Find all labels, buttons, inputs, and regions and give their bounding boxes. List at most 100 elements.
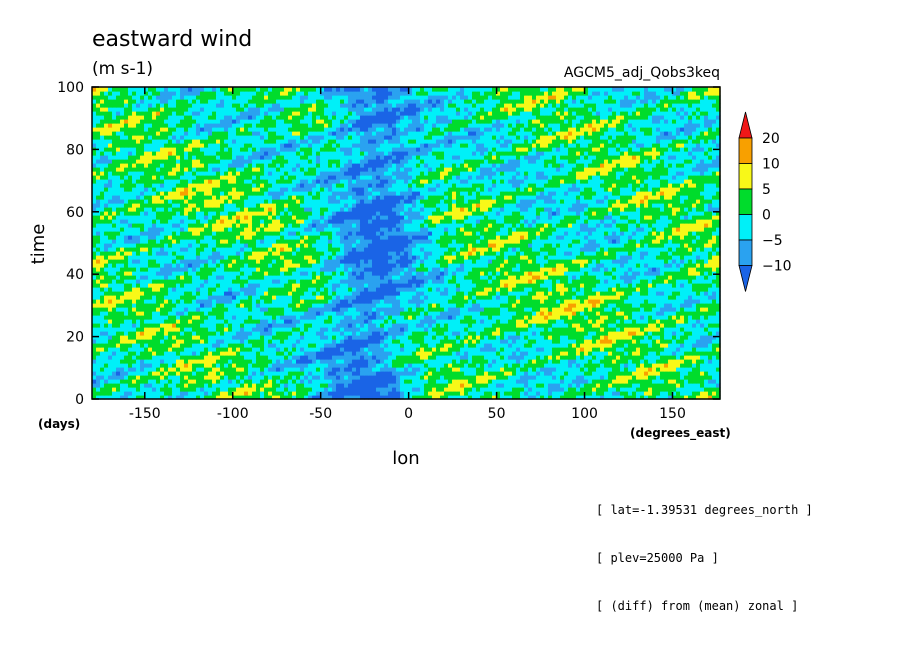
- heatmap-cell: [448, 375, 453, 380]
- heatmap-cell: [148, 351, 153, 356]
- heatmap-cell: [624, 363, 629, 368]
- heatmap-cell: [224, 375, 229, 380]
- heatmap-cell: [688, 299, 693, 304]
- heatmap-cell: [520, 291, 525, 296]
- heatmap-cell: [420, 359, 425, 364]
- heatmap-cell: [556, 307, 561, 312]
- heatmap-cell: [664, 355, 669, 360]
- heatmap-cell: [396, 323, 401, 328]
- heatmap-cell: [528, 363, 533, 368]
- heatmap-cell: [116, 299, 121, 304]
- heatmap-cell: [544, 291, 549, 296]
- heatmap-cell: [136, 395, 141, 400]
- heatmap-cell: [452, 271, 457, 276]
- heatmap-cell: [252, 347, 257, 352]
- heatmap-cell: [188, 303, 193, 308]
- heatmap-cell: [96, 307, 101, 312]
- heatmap-cell: [712, 351, 717, 356]
- heatmap-cell: [312, 307, 317, 312]
- heatmap-cell: [680, 315, 685, 320]
- heatmap-cell: [612, 375, 617, 380]
- heatmap-cell: [372, 395, 377, 400]
- heatmap-cell: [320, 311, 325, 316]
- heatmap-cell: [656, 295, 661, 300]
- heatmap-cell: [396, 351, 401, 356]
- heatmap-cell: [460, 351, 465, 356]
- heatmap-cell: [116, 303, 121, 308]
- heatmap-cell: [448, 351, 453, 356]
- heatmap-cell: [700, 375, 705, 380]
- heatmap-cell: [452, 379, 457, 384]
- heatmap-cell: [632, 351, 637, 356]
- heatmap-cell: [664, 303, 669, 308]
- heatmap-cell: [444, 359, 449, 364]
- heatmap-cell: [584, 311, 589, 316]
- heatmap-cell: [692, 315, 697, 320]
- heatmap-cell: [192, 391, 197, 396]
- heatmap-cell: [432, 283, 437, 288]
- heatmap-cell: [148, 375, 153, 380]
- heatmap-cell: [324, 291, 329, 296]
- heatmap-cell: [296, 331, 301, 336]
- heatmap-cell: [152, 295, 157, 300]
- heatmap-cell: [384, 311, 389, 316]
- heatmap-cell: [548, 319, 553, 324]
- heatmap-cell: [488, 359, 493, 364]
- heatmap-cell: [420, 355, 425, 360]
- heatmap-cell: [256, 331, 261, 336]
- heatmap-cell: [636, 327, 641, 332]
- heatmap-cell: [612, 351, 617, 356]
- heatmap-cell: [480, 379, 485, 384]
- heatmap-cell: [212, 295, 217, 300]
- heatmap-cell: [216, 283, 221, 288]
- heatmap-cell: [580, 379, 585, 384]
- heatmap-cell: [392, 379, 397, 384]
- heatmap-cell: [548, 315, 553, 320]
- heatmap-cell: [140, 323, 145, 328]
- heatmap-cell: [608, 367, 613, 372]
- heatmap-cell: [132, 383, 137, 388]
- heatmap-cell: [712, 299, 717, 304]
- heatmap-cell: [688, 347, 693, 352]
- heatmap-cell: [644, 315, 649, 320]
- heatmap-cell: [172, 315, 177, 320]
- heatmap-cell: [176, 383, 181, 388]
- heatmap-cell: [628, 299, 633, 304]
- heatmap-cell: [308, 339, 313, 344]
- heatmap-cell: [372, 287, 377, 292]
- heatmap-cell: [228, 275, 233, 280]
- heatmap-cell: [156, 283, 161, 288]
- heatmap-cell: [124, 363, 129, 368]
- heatmap-cell: [324, 303, 329, 308]
- heatmap-cell: [124, 339, 129, 344]
- heatmap-cell: [124, 291, 129, 296]
- heatmap-cell: [520, 367, 525, 372]
- heatmap-cell: [368, 347, 373, 352]
- heatmap-cell: [224, 335, 229, 340]
- heatmap-cell: [440, 323, 445, 328]
- heatmap-cell: [616, 303, 621, 308]
- heatmap-cell: [396, 367, 401, 372]
- heatmap-cell: [476, 315, 481, 320]
- heatmap-cell: [368, 327, 373, 332]
- heatmap-cell: [160, 339, 165, 344]
- heatmap-cell: [488, 303, 493, 308]
- heatmap-cell: [660, 323, 665, 328]
- heatmap-cell: [692, 355, 697, 360]
- heatmap-cell: [468, 375, 473, 380]
- heatmap-cell: [528, 355, 533, 360]
- heatmap-cell: [204, 323, 209, 328]
- heatmap-cell: [704, 363, 709, 368]
- heatmap-cell: [432, 379, 437, 384]
- heatmap-cell: [408, 375, 413, 380]
- heatmap-cell: [524, 307, 529, 312]
- heatmap-cell: [628, 335, 633, 340]
- heatmap-cell: [616, 347, 621, 352]
- heatmap-cell: [396, 283, 401, 288]
- heatmap-cell: [360, 391, 365, 396]
- heatmap-cell: [316, 311, 321, 316]
- heatmap-cell: [592, 299, 597, 304]
- heatmap-cell: [204, 303, 209, 308]
- heatmap-cell: [536, 307, 541, 312]
- heatmap-cell: [708, 319, 713, 324]
